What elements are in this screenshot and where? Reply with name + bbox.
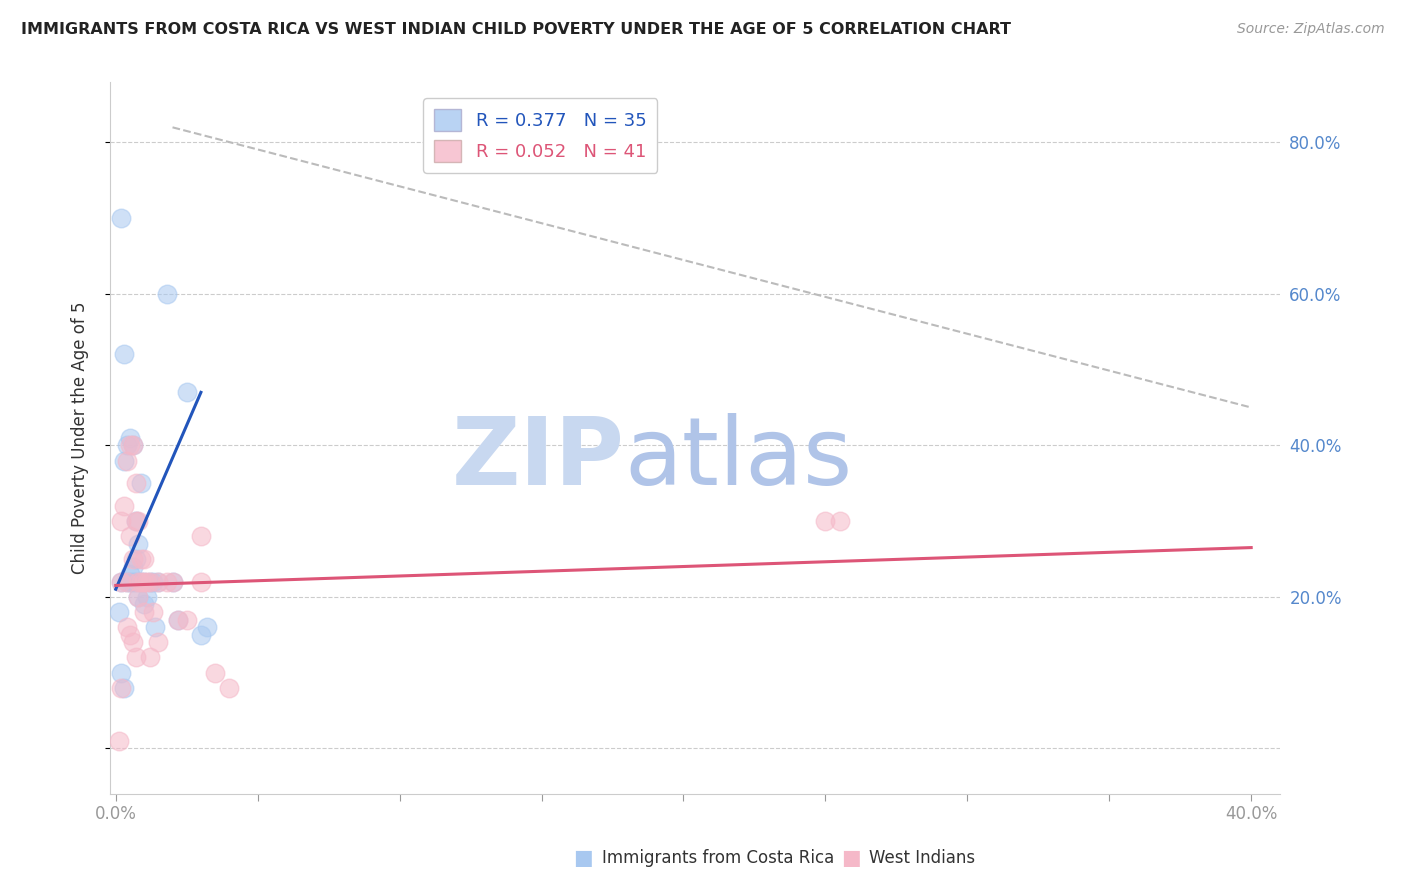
Point bbox=[112, 681, 135, 695]
Point bbox=[190, 628, 212, 642]
Point bbox=[118, 567, 141, 582]
Legend: R = 0.377   N = 35, R = 0.052   N = 41: R = 0.377 N = 35, R = 0.052 N = 41 bbox=[423, 98, 657, 173]
Point bbox=[115, 453, 138, 467]
Point bbox=[148, 635, 170, 649]
Point bbox=[129, 476, 152, 491]
Point bbox=[124, 552, 146, 566]
Point bbox=[828, 514, 851, 528]
Point bbox=[134, 574, 156, 589]
Text: atlas: atlas bbox=[624, 413, 853, 505]
Point bbox=[121, 438, 143, 452]
Point bbox=[112, 453, 135, 467]
Point bbox=[115, 574, 138, 589]
Point bbox=[121, 635, 143, 649]
Point bbox=[156, 287, 179, 301]
Text: ■: ■ bbox=[841, 848, 860, 868]
Point bbox=[148, 574, 170, 589]
Point bbox=[121, 559, 143, 574]
Point bbox=[115, 620, 138, 634]
Point bbox=[129, 574, 152, 589]
Point bbox=[162, 574, 184, 589]
Point bbox=[118, 574, 141, 589]
Point bbox=[134, 552, 156, 566]
Point bbox=[136, 574, 159, 589]
Point bbox=[129, 574, 152, 589]
Point bbox=[134, 574, 156, 589]
Point bbox=[115, 438, 138, 452]
Point bbox=[107, 605, 129, 619]
Point bbox=[134, 605, 156, 619]
Point bbox=[156, 574, 179, 589]
Point bbox=[110, 574, 132, 589]
Y-axis label: Child Poverty Under the Age of 5: Child Poverty Under the Age of 5 bbox=[72, 301, 89, 574]
Point bbox=[176, 613, 198, 627]
Point bbox=[127, 590, 149, 604]
Point bbox=[118, 431, 141, 445]
Point bbox=[204, 665, 226, 680]
Point bbox=[218, 681, 240, 695]
Point bbox=[142, 605, 165, 619]
Point bbox=[124, 514, 146, 528]
Point bbox=[110, 574, 132, 589]
Text: ZIP: ZIP bbox=[451, 413, 624, 505]
Point bbox=[127, 590, 149, 604]
Point bbox=[195, 620, 218, 634]
Point bbox=[127, 537, 149, 551]
Point bbox=[124, 574, 146, 589]
Point bbox=[124, 476, 146, 491]
Text: Source: ZipAtlas.com: Source: ZipAtlas.com bbox=[1237, 22, 1385, 37]
Point bbox=[121, 438, 143, 452]
Point bbox=[162, 574, 184, 589]
Point bbox=[129, 552, 152, 566]
Point bbox=[118, 628, 141, 642]
Point bbox=[118, 438, 141, 452]
Point bbox=[134, 598, 156, 612]
Text: West Indians: West Indians bbox=[869, 849, 974, 867]
Point bbox=[190, 529, 212, 543]
Text: ■: ■ bbox=[574, 848, 593, 868]
Point bbox=[127, 514, 149, 528]
Point bbox=[145, 620, 167, 634]
Point bbox=[121, 552, 143, 566]
Point bbox=[142, 574, 165, 589]
Point bbox=[112, 347, 135, 361]
Text: IMMIGRANTS FROM COSTA RICA VS WEST INDIAN CHILD POVERTY UNDER THE AGE OF 5 CORRE: IMMIGRANTS FROM COSTA RICA VS WEST INDIA… bbox=[21, 22, 1011, 37]
Point bbox=[139, 574, 162, 589]
Point bbox=[121, 574, 143, 589]
Point bbox=[110, 211, 132, 226]
Point bbox=[115, 574, 138, 589]
Text: Immigrants from Costa Rica: Immigrants from Costa Rica bbox=[602, 849, 834, 867]
Point bbox=[139, 574, 162, 589]
Point bbox=[107, 733, 129, 747]
Point bbox=[110, 514, 132, 528]
Point bbox=[167, 613, 190, 627]
Point bbox=[176, 385, 198, 400]
Point bbox=[124, 650, 146, 665]
Point bbox=[110, 665, 132, 680]
Point bbox=[124, 514, 146, 528]
Point bbox=[148, 574, 170, 589]
Point bbox=[139, 650, 162, 665]
Point bbox=[110, 681, 132, 695]
Point bbox=[136, 590, 159, 604]
Point bbox=[118, 529, 141, 543]
Point bbox=[814, 514, 837, 528]
Point bbox=[112, 499, 135, 513]
Point bbox=[167, 613, 190, 627]
Point bbox=[190, 574, 212, 589]
Point bbox=[127, 574, 149, 589]
